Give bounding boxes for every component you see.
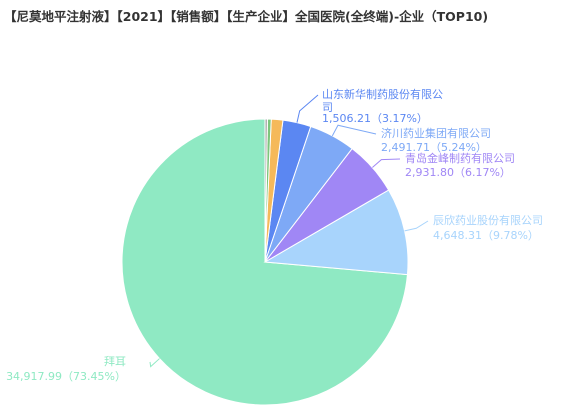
leader-line: [296, 94, 319, 123]
slice-label: 辰欣药业股份有限公司: [433, 214, 543, 227]
leader-line: [331, 124, 377, 137]
value-label: 2,931.80（6.17%）: [405, 166, 511, 179]
leader-line: [404, 220, 429, 232]
leader-line: [372, 158, 401, 168]
pie-slice: [264, 118, 268, 263]
value-label: 2,491.71（5.24%）: [381, 141, 487, 154]
value-label: 1,506.21（3.17%）: [322, 112, 428, 125]
slice-label: 青岛金峰制药有限公司: [405, 152, 515, 165]
value-label: 4,648.31（9.78%）: [433, 229, 539, 242]
slice-label: 拜耳: [104, 355, 126, 368]
chart-title: 【尼莫地平注射液】【2021】【销售额】【生产企业】全国医院(全终端)-企业（T…: [4, 9, 489, 24]
pie-slice: [263, 189, 409, 276]
slice-label: 山东新华制药股份有限公司: [322, 88, 443, 114]
leader-line: [149, 358, 160, 368]
value-label: 34,917.99（73.45%）: [6, 370, 126, 383]
slice-label: 济川药业集团有限公司: [381, 127, 491, 140]
